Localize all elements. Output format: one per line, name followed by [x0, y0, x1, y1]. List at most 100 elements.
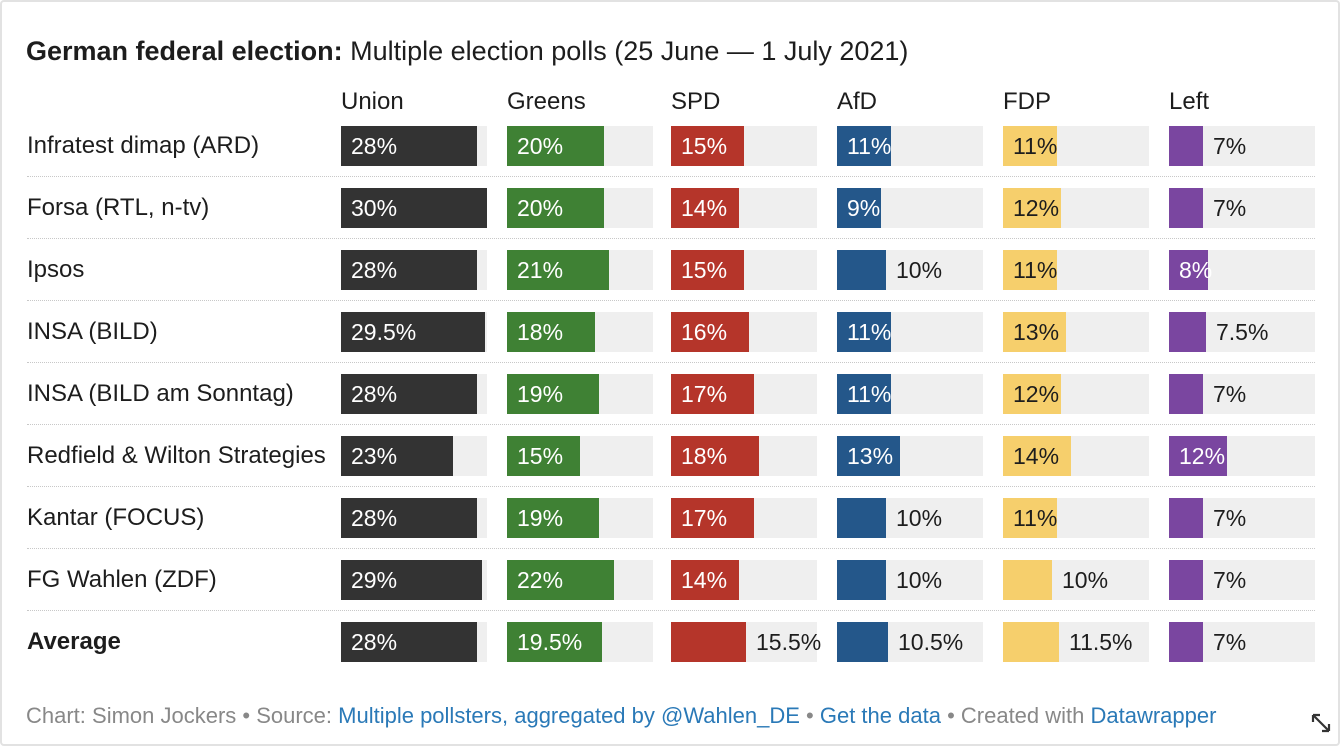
data-label: 29.5%: [351, 319, 417, 345]
data-label: 7%: [1213, 381, 1247, 407]
bar-left: [1169, 560, 1203, 600]
data-label: 17%: [681, 505, 728, 531]
column-header-spd: SPD: [671, 88, 721, 115]
bar-union: [341, 250, 477, 290]
column-header-left: Left: [1169, 88, 1210, 115]
bar-fdp: [1003, 560, 1052, 600]
data-label: 11.5%: [1069, 629, 1133, 655]
row-separator: [27, 176, 1315, 177]
chart-title: German federal election: Multiple electi…: [26, 34, 908, 68]
bar-union: [341, 126, 477, 166]
footer-separator: •: [799, 703, 820, 728]
data-label: 7.5%: [1216, 319, 1269, 345]
bar-union: [341, 498, 477, 538]
bar-spd: [671, 560, 739, 600]
bar-afd: [837, 188, 881, 228]
data-label: 7%: [1213, 195, 1247, 221]
data-label: 28%: [351, 629, 398, 655]
data-label: 18%: [517, 319, 564, 345]
row-label: INSA (BILD am Sonntag): [27, 380, 294, 407]
data-label: 11%: [847, 133, 892, 159]
footer-credit: Chart: Simon Jockers • Source:: [26, 703, 339, 728]
data-label: 18%: [681, 443, 728, 469]
bar-left: [1169, 374, 1203, 414]
bar-afd: [837, 374, 891, 414]
bar-union: [341, 312, 485, 352]
data-label: 12%: [1013, 195, 1060, 221]
data-label: 15%: [681, 133, 728, 159]
bar-greens: [507, 436, 580, 476]
bar-greens: [507, 126, 604, 166]
source-link[interactable]: Multiple pollsters, aggregated by @Wahle…: [338, 703, 800, 728]
bar-greens: [507, 312, 595, 352]
row-label: Forsa (RTL, n-tv): [27, 194, 210, 221]
data-label: 19%: [517, 505, 564, 531]
row-label: Ipsos: [27, 256, 85, 283]
data-label: 28%: [351, 381, 398, 407]
bar-spd: [671, 374, 754, 414]
bar-fdp: [1003, 188, 1061, 228]
bar-greens: [507, 560, 614, 600]
data-label: 10%: [1062, 567, 1109, 593]
data-label: 20%: [517, 195, 564, 221]
bar-afd: [837, 436, 900, 476]
resize-arrows-icon[interactable]: [1310, 712, 1332, 734]
bar-spd: [671, 622, 746, 662]
bar-fdp: [1003, 498, 1057, 538]
data-label: 15%: [517, 443, 564, 469]
data-label: 16%: [681, 319, 728, 345]
data-label: 10%: [896, 567, 943, 593]
bar-greens: [507, 622, 602, 662]
bar-greens: [507, 188, 604, 228]
bar-spd: [671, 312, 749, 352]
row-label: Kantar (FOCUS): [27, 504, 205, 531]
column-header-fdp: FDP: [1003, 88, 1051, 115]
bar-fdp: [1003, 250, 1057, 290]
data-label: 9%: [847, 195, 881, 221]
data-label: 10%: [896, 257, 943, 283]
row-label: Average: [27, 628, 121, 655]
column-header-greens: Greens: [507, 88, 586, 115]
data-label: 11%: [847, 319, 892, 345]
bar-afd: [837, 622, 888, 662]
data-label: 8%: [1179, 257, 1213, 283]
data-label: 11%: [1013, 133, 1058, 159]
data-label: 12%: [1013, 381, 1060, 407]
data-label: 7%: [1213, 505, 1247, 531]
data-label: 19.5%: [517, 629, 583, 655]
chart-title-rest: Multiple election polls (25 June — 1 Jul…: [350, 36, 909, 66]
bar-spd: [671, 498, 754, 538]
bar-union: [341, 436, 453, 476]
data-label: 28%: [351, 133, 398, 159]
data-label: 7%: [1213, 629, 1247, 655]
bar-union: [341, 560, 482, 600]
bar-fdp: [1003, 622, 1059, 662]
row-separator: [27, 486, 1315, 487]
data-label: 23%: [351, 443, 398, 469]
bar-left: [1169, 436, 1227, 476]
data-label: 15.5%: [756, 629, 822, 655]
bar-spd: [671, 250, 744, 290]
data-label: 7%: [1213, 133, 1247, 159]
footer-created-with: • Created with: [940, 703, 1091, 728]
bar-fdp: [1003, 436, 1071, 476]
bar-union: [341, 622, 477, 662]
data-label: 14%: [1013, 443, 1060, 469]
row-label: INSA (BILD): [27, 318, 158, 345]
row-separator: [27, 362, 1315, 363]
bar-union: [341, 188, 487, 228]
column-header-union: Union: [341, 88, 404, 115]
data-label: 20%: [517, 133, 564, 159]
bar-fdp: [1003, 126, 1057, 166]
bar-greens: [507, 498, 599, 538]
bar-left: [1169, 312, 1206, 352]
chart-title-bold: German federal election:: [26, 36, 343, 66]
bar-spd: [671, 436, 759, 476]
data-label: 11%: [847, 381, 892, 407]
data-label: 17%: [681, 381, 728, 407]
datawrapper-link[interactable]: Datawrapper: [1090, 703, 1217, 728]
get-data-link[interactable]: Get the data: [819, 703, 941, 728]
bar-afd: [837, 126, 891, 166]
row-separator: [27, 548, 1315, 549]
